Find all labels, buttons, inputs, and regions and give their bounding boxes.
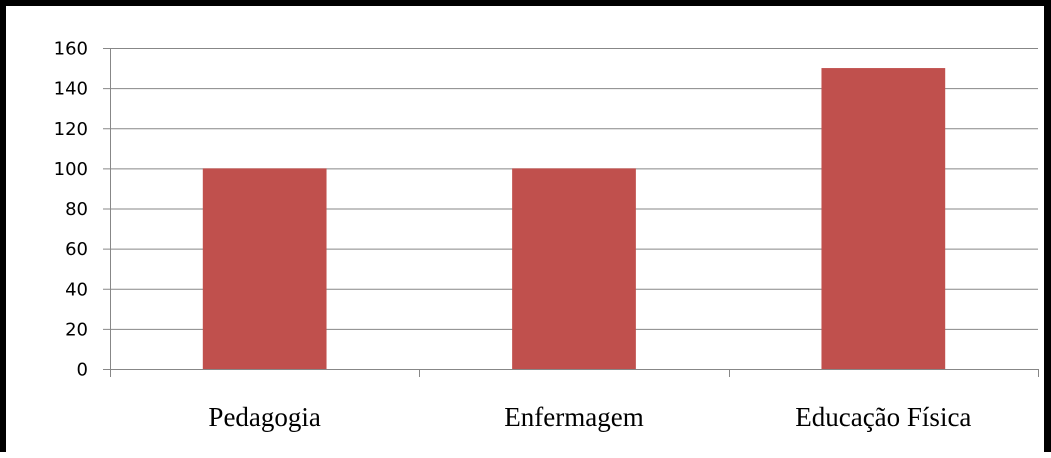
bar-1 bbox=[202, 168, 327, 369]
y-tick-label: 120 bbox=[54, 119, 88, 140]
bar-3 bbox=[821, 68, 946, 369]
y-tick-label: 40 bbox=[65, 279, 88, 300]
y-tick-label: 0 bbox=[77, 360, 88, 381]
axes bbox=[103, 48, 1039, 377]
bar-chart: 0 20 40 60 80 100 120 140 160 Pedagogia Enfermage… bbox=[54, 39, 1039, 432]
y-tick-label: 140 bbox=[54, 79, 88, 100]
y-tick-label: 100 bbox=[54, 159, 88, 180]
y-tick-label: 20 bbox=[65, 319, 88, 340]
x-category-label: Enfermagem bbox=[504, 402, 643, 432]
y-tick-label: 60 bbox=[65, 239, 88, 260]
x-axis-tick-labels: Pedagogia Enfermagem Educação Física bbox=[208, 402, 971, 432]
x-category-label: Educação Física bbox=[795, 402, 971, 432]
bars bbox=[202, 68, 946, 369]
y-tick-label: 160 bbox=[54, 39, 88, 60]
y-axis-tick-labels: 0 20 40 60 80 100 120 140 160 bbox=[54, 39, 88, 381]
y-tick-label: 80 bbox=[65, 199, 88, 220]
x-category-label: Pedagogia bbox=[208, 402, 320, 432]
bar-2 bbox=[512, 168, 636, 369]
